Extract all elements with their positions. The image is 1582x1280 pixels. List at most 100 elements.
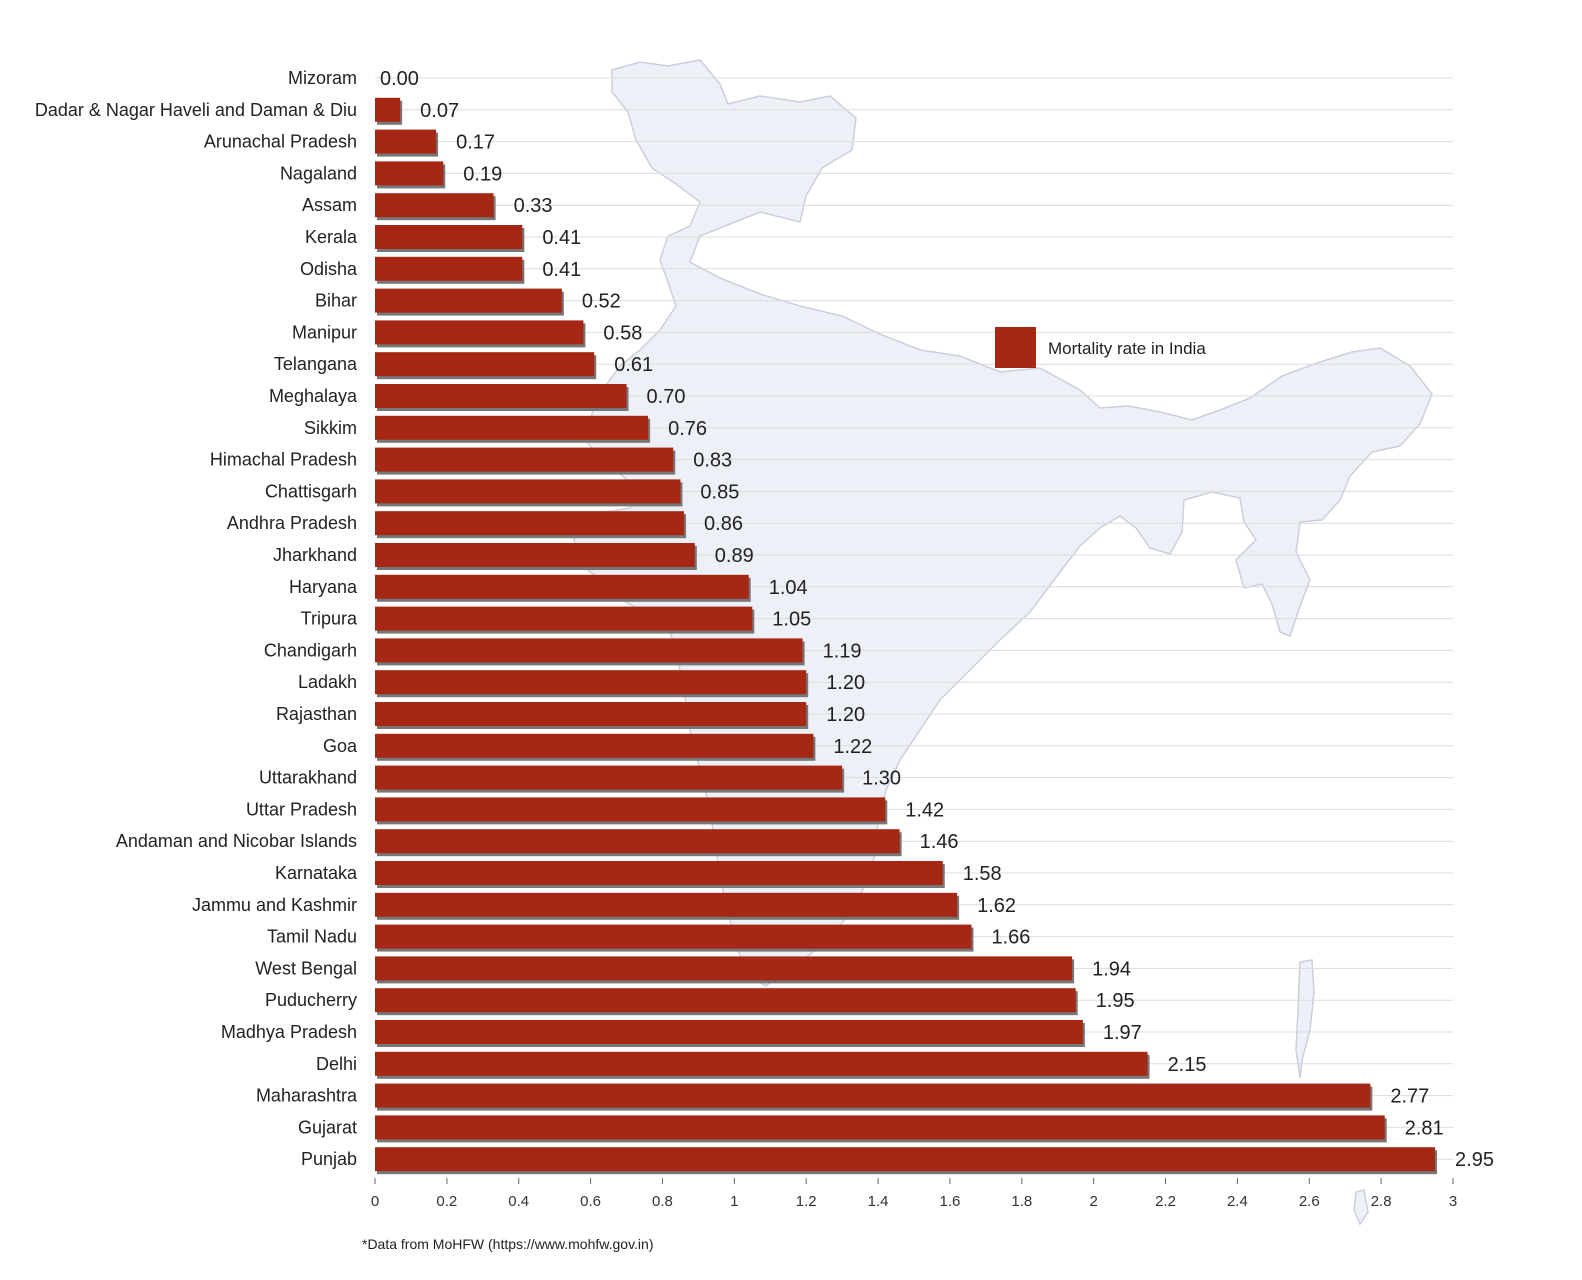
bar: [375, 97, 401, 122]
value-label: 1.62: [977, 895, 1016, 917]
value-label: 2.81: [1405, 1117, 1444, 1139]
category-label: Karnataka: [275, 863, 358, 883]
value-label: 1.94: [1092, 958, 1131, 980]
bar: [375, 447, 674, 472]
bar: [375, 256, 523, 281]
value-label: 0.83: [693, 450, 732, 472]
category-label: Kerala: [305, 227, 358, 247]
value-label: 0.61: [614, 354, 653, 376]
category-label: Delhi: [316, 1054, 357, 1074]
x-tick-label: 0: [371, 1193, 379, 1210]
bar: [375, 543, 695, 567]
value-labels: 0.000.070.170.190.330.410.410.520.580.61…: [380, 68, 1494, 1171]
value-label: 0.41: [542, 259, 581, 281]
category-label: Manipur: [292, 322, 357, 342]
bar: [375, 511, 685, 536]
value-label: 0.58: [603, 322, 642, 344]
x-tick-label: 1.8: [1011, 1193, 1032, 1210]
bar: [375, 1083, 1371, 1108]
category-label: Ladakh: [298, 672, 357, 692]
category-label: Himachal Pradesh: [210, 450, 357, 470]
value-label: 2.15: [1168, 1054, 1207, 1076]
bar: [375, 384, 627, 408]
bar: [375, 924, 972, 949]
category-label: Assam: [302, 195, 357, 215]
bars: [375, 97, 1438, 1175]
value-label: 0.89: [715, 545, 754, 567]
bar: [375, 193, 494, 218]
bar: [375, 574, 749, 599]
x-tick-label: 1.4: [868, 1193, 889, 1210]
category-label: Chattisgarh: [265, 481, 357, 501]
value-label: 1.20: [826, 672, 865, 694]
x-tick-label: 0.6: [580, 1193, 601, 1210]
x-tick-label: 1.2: [796, 1193, 817, 1210]
value-label: 1.97: [1103, 1022, 1142, 1044]
x-tick-label: 2.2: [1155, 1193, 1176, 1210]
bar: [375, 733, 814, 758]
bar: [375, 225, 523, 249]
value-label: 0.85: [700, 481, 739, 503]
bar: [375, 702, 807, 726]
category-label: Maharashtra: [256, 1086, 358, 1106]
value-label: 1.46: [920, 831, 959, 853]
value-label: 1.04: [769, 577, 808, 599]
category-label: Nagaland: [280, 163, 357, 183]
value-label: 0.33: [514, 195, 553, 217]
value-label: 1.05: [772, 609, 811, 631]
category-label: Mizoram: [288, 68, 357, 88]
value-label: 1.42: [905, 799, 944, 821]
value-label: 0.41: [542, 227, 581, 249]
x-tick-label: 0.4: [508, 1193, 529, 1210]
bar: [375, 161, 444, 186]
bar: [375, 892, 958, 917]
category-label: Punjab: [301, 1149, 357, 1169]
value-label: 2.77: [1390, 1086, 1429, 1108]
value-label: 1.30: [862, 768, 901, 790]
category-label: Gujarat: [298, 1117, 357, 1137]
category-label: Bihar: [315, 291, 357, 311]
bar: [375, 988, 1076, 1013]
x-tick-label: 2.6: [1299, 1193, 1320, 1210]
value-label: 0.00: [380, 68, 419, 90]
value-label: 2.95: [1455, 1149, 1494, 1171]
bar: [375, 1115, 1385, 1140]
category-label: Chandigarh: [264, 640, 357, 660]
bar: [375, 606, 753, 631]
x-tick-label: 1.6: [940, 1193, 961, 1210]
value-label: 1.20: [826, 704, 865, 726]
x-tick-label: 0.2: [436, 1193, 457, 1210]
bar: [375, 861, 943, 885]
footnote: *Data from MoHFW (https://www.mohfw.gov.…: [362, 1236, 654, 1252]
bar: [375, 415, 649, 440]
bar: [375, 129, 437, 154]
x-tick-label: 2.4: [1227, 1193, 1248, 1210]
category-label: Dadar & Nagar Haveli and Daman & Diu: [35, 100, 357, 120]
legend-swatch: [995, 327, 1036, 368]
category-label: Meghalaya: [269, 386, 358, 406]
x-tick-label: 3: [1449, 1193, 1457, 1210]
category-label: Jharkhand: [273, 545, 357, 565]
category-label: Andaman and Nicobar Islands: [116, 831, 357, 851]
category-label: Madhya Pradesh: [221, 1022, 357, 1042]
value-label: 0.17: [456, 132, 495, 154]
category-labels: Mizoram Dadar & Nagar Haveli and Daman & …: [35, 68, 358, 1169]
bar: [375, 1051, 1148, 1076]
value-label: 0.86: [704, 513, 743, 535]
value-label: 0.70: [647, 386, 686, 408]
bar: [375, 1147, 1436, 1172]
x-tick-label: 1: [730, 1193, 738, 1210]
category-label: Telangana: [274, 354, 358, 374]
x-tick-label: 2: [1089, 1193, 1097, 1210]
value-label: 1.95: [1096, 990, 1135, 1012]
category-label: Goa: [323, 736, 358, 756]
category-label: Jammu and Kashmir: [192, 895, 357, 915]
value-label: 0.52: [582, 291, 621, 313]
value-label: 1.19: [823, 640, 862, 662]
category-label: Rajasthan: [276, 704, 357, 724]
x-tick-label: 2.8: [1371, 1193, 1392, 1210]
x-axis: 0 0.2 0.4 0.6 0.8 1 1.2 1.4 1.6 1.8 2 2.2 2.4 2.6 2.8 3: [371, 1178, 1457, 1210]
bar: [375, 797, 886, 822]
category-label: Uttarakhand: [259, 768, 357, 788]
